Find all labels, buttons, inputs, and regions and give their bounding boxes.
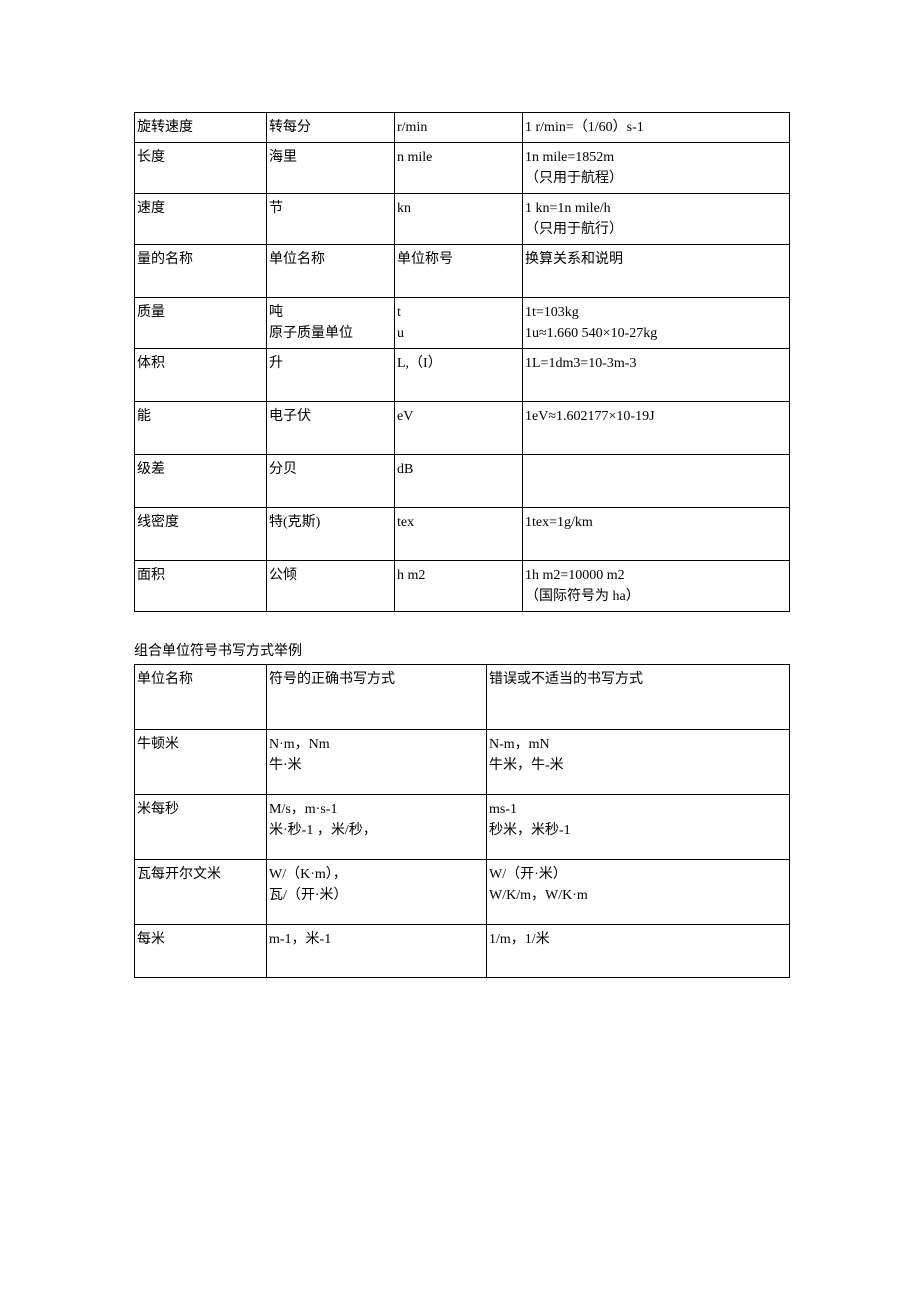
table-row: 速度 节 kn 1 kn=1n mile/h（只用于航行） [135,194,790,245]
cell: 牛顿米 [135,730,267,795]
cell: 瓦每开尔文米 [135,860,267,925]
table-row: 级差 分贝 dB [135,455,790,508]
cell: ms-1秒米，米秒-1 [487,795,790,860]
cell: 长度 [135,143,267,194]
cell: 单位称号 [395,245,523,298]
cell: 质量 [135,298,267,349]
cell: tu [395,298,523,349]
cell: 每米 [135,925,267,978]
cell: 节 [267,194,395,245]
table-row: 长度 海里 n mile 1n mile=1852m（只用于航程） [135,143,790,194]
cell: 米每秒 [135,795,267,860]
cell: L,（I） [395,349,523,402]
cell: tex [395,508,523,561]
table-row: 牛顿米 N·m，Nm牛·米 N-m，mN牛米，牛-米 [135,730,790,795]
cell: r/min [395,113,523,143]
cell: 转每分 [267,113,395,143]
cell: 换算关系和说明 [523,245,790,298]
table-row: 旋转速度 转每分 r/min 1 r/min=（1/60）s-1 [135,113,790,143]
cell: h m2 [395,561,523,612]
cell: 旋转速度 [135,113,267,143]
cell: W/（开·米）W/K/m，W/K·m [487,860,790,925]
cell: 海里 [267,143,395,194]
table-row: 能 电子伏 eV 1eV≈1.602177×10-19J [135,402,790,455]
cell: 线密度 [135,508,267,561]
cell: 符号的正确书写方式 [267,665,487,730]
document-page: 旋转速度 转每分 r/min 1 r/min=（1/60）s-1 长度 海里 n… [0,0,920,978]
cell: 体积 [135,349,267,402]
table2-caption: 组合单位符号书写方式举例 [134,640,790,660]
writing-examples-table: 单位名称 符号的正确书写方式 错误或不适当的书写方式 牛顿米 N·m，Nm牛·米… [134,664,790,978]
cell: 单位名称 [135,665,267,730]
cell: M/s，m·s-1米·秒-1 ，米/秒， [267,795,487,860]
cell: N-m，mN牛米，牛-米 [487,730,790,795]
cell: 1n mile=1852m（只用于航程） [523,143,790,194]
table-row: 量的名称 单位名称 单位称号 换算关系和说明 [135,245,790,298]
cell: 单位名称 [267,245,395,298]
cell: 1L=1dm3=10-3m-3 [523,349,790,402]
cell: 面积 [135,561,267,612]
table-row: 体积 升 L,（I） 1L=1dm3=10-3m-3 [135,349,790,402]
cell: W/（K·m），瓦/（开·米） [267,860,487,925]
cell: n mile [395,143,523,194]
cell: N·m，Nm牛·米 [267,730,487,795]
cell: 升 [267,349,395,402]
cell: 量的名称 [135,245,267,298]
cell [523,455,790,508]
units-table: 旋转速度 转每分 r/min 1 r/min=（1/60）s-1 长度 海里 n… [134,112,790,612]
cell: 级差 [135,455,267,508]
table-row: 面积 公倾 h m2 1h m2=10000 m2（国际符号为 ha） [135,561,790,612]
table-row: 线密度 特(克斯) tex 1tex=1g/km [135,508,790,561]
cell: 1 kn=1n mile/h（只用于航行） [523,194,790,245]
table-row: 瓦每开尔文米 W/（K·m），瓦/（开·米） W/（开·米）W/K/m，W/K·… [135,860,790,925]
cell: 吨原子质量单位 [267,298,395,349]
table-row: 每米 m-1，米-1 1/m，1/米 [135,925,790,978]
cell: 1/m，1/米 [487,925,790,978]
cell: 1tex=1g/km [523,508,790,561]
cell: kn [395,194,523,245]
cell: 1eV≈1.602177×10-19J [523,402,790,455]
cell: 能 [135,402,267,455]
cell: 速度 [135,194,267,245]
table-row: 单位名称 符号的正确书写方式 错误或不适当的书写方式 [135,665,790,730]
cell: 电子伏 [267,402,395,455]
cell: 特(克斯) [267,508,395,561]
cell: 错误或不适当的书写方式 [487,665,790,730]
cell: m-1，米-1 [267,925,487,978]
cell: 公倾 [267,561,395,612]
cell: 1 r/min=（1/60）s-1 [523,113,790,143]
cell: dB [395,455,523,508]
table-row: 质量 吨原子质量单位 tu 1t=103kg1u≈1.660 540×10-27… [135,298,790,349]
cell: 1t=103kg1u≈1.660 540×10-27kg [523,298,790,349]
cell: 1h m2=10000 m2（国际符号为 ha） [523,561,790,612]
cell: 分贝 [267,455,395,508]
cell: eV [395,402,523,455]
table-row: 米每秒 M/s，m·s-1米·秒-1 ，米/秒， ms-1秒米，米秒-1 [135,795,790,860]
